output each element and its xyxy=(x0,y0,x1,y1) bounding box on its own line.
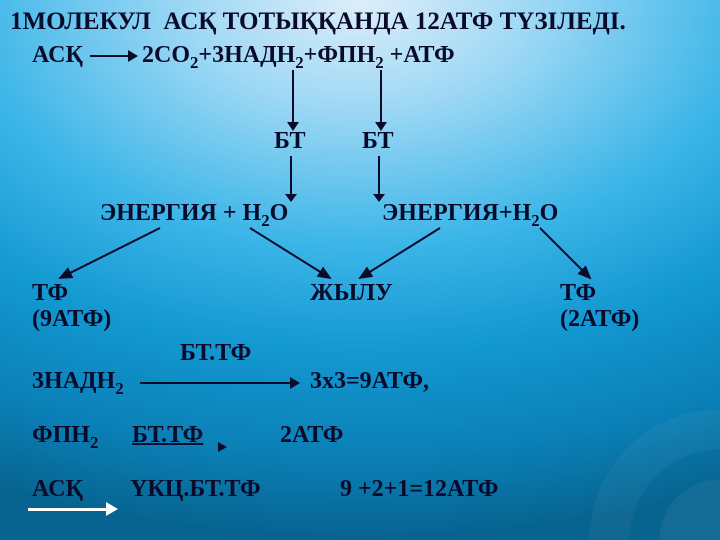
arrow-nadh xyxy=(140,382,290,384)
row-ask-rhs: 9 +2+1=12АТФ xyxy=(340,476,498,502)
energy-left: ЭНЕРГИЯ + Н2О xyxy=(100,200,288,230)
energy-right: ЭНЕРГИЯ+Н2О xyxy=(382,200,558,230)
reaction-lhs: АСҚ xyxy=(32,42,83,68)
arrow-bt-right-down xyxy=(378,156,380,194)
tf-right-2: (2АТФ) xyxy=(560,306,639,332)
row-ask-mid: ҮКЦ.БТ.ТФ xyxy=(130,476,261,502)
row-fpn-lhs: ФПН2 xyxy=(32,422,98,452)
arrow-reaction-head xyxy=(128,50,138,62)
arrow-reaction xyxy=(90,55,128,57)
white-arrow xyxy=(28,508,106,511)
bttf-label: БТ.ТФ xyxy=(180,340,251,366)
bt-left: БТ xyxy=(274,128,306,154)
arrow-down-1 xyxy=(292,70,294,122)
row-ask-lhs: АСҚ xyxy=(32,476,83,502)
row-nadh-lhs: 3НАДН2 xyxy=(32,368,124,398)
bt-right: БТ xyxy=(362,128,394,154)
heat: ЖЫЛУ xyxy=(310,280,393,306)
slide: 1МОЛЕКУЛ АСҚ ТОТЫҚҚАНДА 12АТФ ТҮЗІЛЕДІ. … xyxy=(0,0,720,540)
title: 1МОЛЕКУЛ АСҚ ТОТЫҚҚАНДА 12АТФ ТҮЗІЛЕДІ. xyxy=(10,8,626,36)
branch-lines xyxy=(0,0,720,540)
arrow-nadh-head xyxy=(290,377,300,389)
arrow-bt-left-down xyxy=(290,156,292,194)
tf-right-1: ТФ xyxy=(560,280,596,306)
tf-left-2: (9АТФ) xyxy=(32,306,111,332)
row-fpn-rhs: 2АТФ xyxy=(280,422,343,448)
arrow-down-2 xyxy=(380,70,382,122)
arrow-fpn-head xyxy=(218,442,227,452)
white-arrow-head xyxy=(106,502,118,516)
row-fpn-mid: БТ.ТФ xyxy=(132,422,203,448)
tf-left-1: ТФ xyxy=(32,280,68,306)
row-nadh-rhs: 3х3=9АТФ, xyxy=(310,368,429,394)
reaction-rhs: 2СО2+3НАДН2+ФПН2 +АТФ xyxy=(142,42,455,72)
corner-decoration xyxy=(540,360,720,540)
